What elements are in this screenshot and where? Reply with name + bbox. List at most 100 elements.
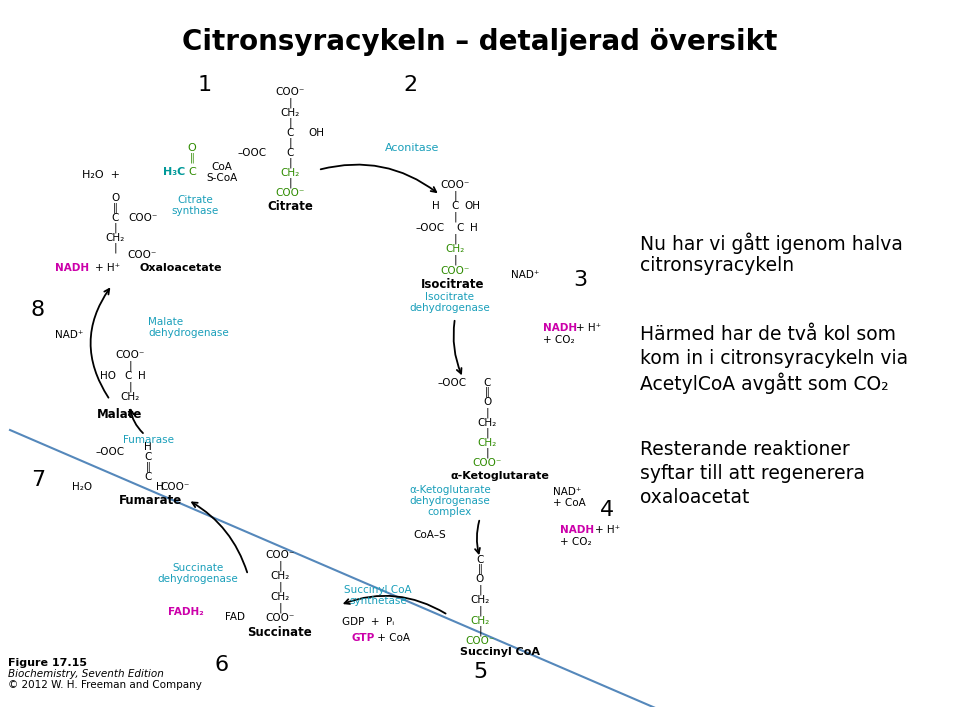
Text: NADH: NADH bbox=[55, 263, 89, 273]
Text: 2: 2 bbox=[403, 75, 417, 95]
Text: Isocitrate: Isocitrate bbox=[421, 278, 485, 291]
Text: H₂O  +: H₂O + bbox=[82, 170, 120, 180]
Text: CH₂: CH₂ bbox=[470, 616, 490, 626]
Text: COO⁻: COO⁻ bbox=[129, 213, 157, 223]
Text: + H⁺: + H⁺ bbox=[595, 525, 620, 535]
Text: dehydrogenase: dehydrogenase bbox=[410, 303, 491, 313]
Text: |: | bbox=[288, 177, 292, 188]
Text: Succinyl CoA: Succinyl CoA bbox=[460, 647, 540, 657]
Text: CH₂: CH₂ bbox=[477, 418, 496, 428]
Text: H₃C: H₃C bbox=[163, 167, 185, 177]
Text: |: | bbox=[478, 585, 482, 595]
Text: © 2012 W. H. Freeman and Company: © 2012 W. H. Freeman and Company bbox=[8, 680, 202, 690]
Text: Citrate: Citrate bbox=[267, 201, 313, 214]
Text: dehydrogenase: dehydrogenase bbox=[410, 496, 491, 506]
Text: H: H bbox=[144, 442, 152, 452]
Text: –OOC: –OOC bbox=[438, 378, 467, 388]
Text: CH₂: CH₂ bbox=[280, 168, 300, 178]
Text: H₂O: H₂O bbox=[72, 482, 92, 492]
Text: synthase: synthase bbox=[172, 206, 219, 216]
Text: –OOC: –OOC bbox=[237, 148, 267, 158]
Text: S-CoA: S-CoA bbox=[206, 173, 238, 183]
Text: synthetase: synthetase bbox=[349, 596, 407, 606]
Text: syftar till att regenerera: syftar till att regenerera bbox=[640, 464, 865, 483]
Text: + CO₂: + CO₂ bbox=[543, 335, 575, 345]
Text: NADH: NADH bbox=[560, 525, 594, 535]
Text: COO⁻: COO⁻ bbox=[265, 550, 295, 560]
Text: COO⁻: COO⁻ bbox=[276, 87, 304, 97]
Text: COO⁻: COO⁻ bbox=[441, 266, 469, 276]
Text: |: | bbox=[278, 603, 282, 613]
Text: C: C bbox=[483, 378, 491, 388]
Text: COO⁻: COO⁻ bbox=[466, 636, 494, 646]
Text: CH₂: CH₂ bbox=[120, 392, 139, 402]
Text: CH₂: CH₂ bbox=[271, 571, 290, 581]
Text: CH₂: CH₂ bbox=[271, 592, 290, 602]
Text: CH₂: CH₂ bbox=[477, 438, 496, 448]
Text: |: | bbox=[478, 606, 482, 617]
Text: NAD⁺: NAD⁺ bbox=[553, 487, 582, 497]
Text: AcetylCoA avgått som CO₂: AcetylCoA avgått som CO₂ bbox=[640, 373, 889, 395]
Text: O: O bbox=[187, 143, 197, 153]
Text: CH₂: CH₂ bbox=[470, 595, 490, 605]
Text: CH₂: CH₂ bbox=[106, 233, 125, 243]
Text: dehydrogenase: dehydrogenase bbox=[148, 328, 228, 338]
Text: COO⁻: COO⁻ bbox=[472, 458, 502, 468]
Text: Figure 17.15: Figure 17.15 bbox=[8, 658, 87, 668]
Text: |: | bbox=[288, 158, 292, 168]
Text: 7: 7 bbox=[31, 470, 45, 490]
Text: COO⁻: COO⁻ bbox=[127, 250, 156, 260]
Text: –OOC: –OOC bbox=[95, 447, 125, 457]
Text: Biochemistry, Seventh Edition: Biochemistry, Seventh Edition bbox=[8, 669, 164, 679]
Text: |: | bbox=[113, 243, 117, 253]
Text: 5: 5 bbox=[473, 662, 487, 682]
Text: CoA–S: CoA–S bbox=[414, 530, 446, 540]
Text: Succinate: Succinate bbox=[173, 563, 224, 573]
Text: 3: 3 bbox=[573, 270, 588, 290]
Text: Fumarase: Fumarase bbox=[123, 435, 174, 445]
Text: C: C bbox=[286, 148, 294, 158]
Text: ‖: ‖ bbox=[477, 563, 483, 574]
Text: α-Ketoglutarate: α-Ketoglutarate bbox=[409, 485, 491, 495]
Text: OH: OH bbox=[464, 201, 480, 211]
Text: H: H bbox=[470, 223, 478, 233]
Text: complex: complex bbox=[428, 507, 472, 517]
Text: citronsyracykeln: citronsyracykeln bbox=[640, 256, 794, 275]
Text: H: H bbox=[138, 371, 146, 381]
Text: |: | bbox=[453, 212, 457, 222]
Text: CH₂: CH₂ bbox=[280, 108, 300, 118]
Text: |: | bbox=[278, 561, 282, 571]
Text: Citronsyracykeln – detaljerad översikt: Citronsyracykeln – detaljerad översikt bbox=[182, 28, 778, 56]
Text: dehydrogenase: dehydrogenase bbox=[157, 574, 238, 584]
Text: |: | bbox=[453, 255, 457, 265]
Text: |: | bbox=[288, 118, 292, 128]
Text: H: H bbox=[156, 482, 164, 492]
Text: + CO₂: + CO₂ bbox=[560, 537, 591, 547]
Text: Härmed har de två kol som: Härmed har de två kol som bbox=[640, 325, 896, 344]
Text: Malate: Malate bbox=[97, 409, 143, 421]
Text: α-Ketoglutarate: α-Ketoglutarate bbox=[450, 471, 549, 481]
Text: Succinyl CoA: Succinyl CoA bbox=[345, 585, 412, 595]
Text: |: | bbox=[453, 191, 457, 201]
Text: O: O bbox=[476, 574, 484, 584]
Text: H: H bbox=[432, 201, 440, 211]
Text: |: | bbox=[129, 361, 132, 371]
Text: FAD: FAD bbox=[225, 612, 245, 622]
Text: 4: 4 bbox=[600, 500, 614, 520]
Text: |: | bbox=[485, 428, 489, 438]
Text: Resterande reaktioner: Resterande reaktioner bbox=[640, 440, 850, 459]
Text: ‖: ‖ bbox=[146, 462, 151, 472]
Text: |: | bbox=[278, 582, 282, 592]
Text: Nu har vi gått igenom halva: Nu har vi gått igenom halva bbox=[640, 232, 902, 254]
Text: COO⁻: COO⁻ bbox=[441, 180, 469, 190]
Text: 8: 8 bbox=[31, 300, 45, 320]
Text: GDP  +  Pᵢ: GDP + Pᵢ bbox=[342, 617, 394, 627]
Text: |: | bbox=[288, 98, 292, 108]
Text: C: C bbox=[451, 201, 459, 211]
Text: C: C bbox=[476, 555, 484, 565]
Text: C: C bbox=[144, 472, 152, 482]
Text: |: | bbox=[478, 626, 482, 636]
Text: |: | bbox=[485, 448, 489, 458]
Text: NAD⁺: NAD⁺ bbox=[55, 330, 84, 340]
Text: + CoA: + CoA bbox=[374, 633, 410, 643]
